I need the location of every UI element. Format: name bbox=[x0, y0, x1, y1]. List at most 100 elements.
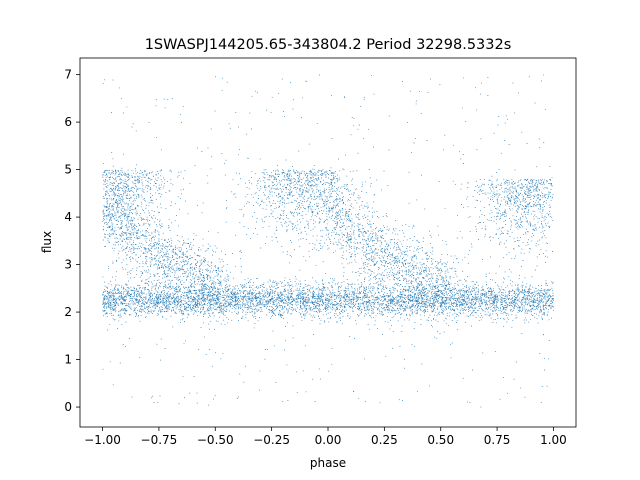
data-point bbox=[472, 308, 474, 309]
data-point bbox=[292, 286, 294, 288]
data-point bbox=[451, 292, 453, 294]
data-point bbox=[242, 317, 244, 319]
data-point bbox=[215, 283, 217, 285]
data-point bbox=[248, 301, 250, 303]
data-point bbox=[531, 297, 533, 299]
data-point bbox=[325, 297, 327, 299]
data-point bbox=[322, 314, 324, 316]
data-point bbox=[362, 298, 364, 300]
data-point bbox=[138, 293, 140, 295]
data-point bbox=[162, 316, 164, 318]
data-point bbox=[504, 296, 506, 298]
data-point bbox=[545, 300, 547, 302]
data-point bbox=[136, 289, 137, 290]
data-point bbox=[380, 299, 382, 301]
data-point bbox=[263, 304, 265, 305]
data-point bbox=[347, 313, 349, 314]
data-point bbox=[322, 292, 324, 294]
data-point bbox=[319, 288, 321, 290]
data-point bbox=[480, 301, 482, 303]
data-point bbox=[147, 289, 149, 291]
data-point bbox=[305, 293, 307, 295]
data-point bbox=[331, 292, 333, 294]
data-point bbox=[201, 304, 203, 306]
data-point bbox=[224, 309, 226, 311]
data-point bbox=[304, 304, 306, 306]
data-point bbox=[346, 290, 348, 292]
data-point bbox=[340, 290, 342, 292]
data-point bbox=[480, 292, 482, 294]
data-point bbox=[477, 290, 479, 292]
data-point bbox=[367, 302, 369, 304]
data-point bbox=[490, 317, 492, 319]
data-point bbox=[257, 297, 259, 299]
data-point bbox=[297, 299, 299, 301]
data-point bbox=[405, 314, 407, 315]
data-point bbox=[538, 289, 540, 291]
data-point bbox=[446, 286, 448, 287]
data-point bbox=[318, 308, 320, 310]
data-point bbox=[102, 303, 104, 305]
data-point bbox=[307, 298, 309, 300]
data-point bbox=[336, 308, 338, 310]
data-point bbox=[277, 298, 279, 299]
data-point bbox=[401, 305, 403, 306]
data-point bbox=[392, 311, 394, 313]
data-point bbox=[541, 309, 543, 311]
data-point bbox=[249, 306, 251, 308]
data-point bbox=[372, 310, 374, 312]
data-point bbox=[452, 306, 454, 307]
data-point bbox=[168, 307, 170, 309]
data-point bbox=[308, 297, 310, 299]
data-point bbox=[510, 291, 512, 293]
data-point bbox=[275, 280, 277, 282]
data-point bbox=[204, 288, 206, 290]
data-point bbox=[423, 310, 425, 312]
data-point bbox=[445, 291, 447, 292]
data-point bbox=[331, 286, 333, 288]
data-point bbox=[382, 301, 384, 303]
data-point bbox=[388, 305, 390, 307]
data-point bbox=[174, 312, 176, 313]
data-point bbox=[326, 298, 328, 300]
data-point bbox=[276, 284, 278, 286]
data-point bbox=[319, 309, 321, 311]
data-point bbox=[414, 305, 416, 306]
data-point bbox=[363, 289, 365, 291]
data-point bbox=[182, 317, 184, 319]
data-point bbox=[367, 307, 368, 309]
data-point bbox=[479, 305, 481, 307]
data-point bbox=[266, 302, 268, 304]
data-point bbox=[382, 300, 384, 302]
data-point bbox=[334, 312, 336, 314]
data-point bbox=[412, 309, 413, 311]
data-point bbox=[451, 308, 453, 310]
data-point bbox=[401, 299, 403, 301]
data-point bbox=[139, 305, 141, 307]
data-point bbox=[335, 313, 337, 315]
data-point bbox=[280, 291, 282, 293]
data-point bbox=[518, 288, 520, 290]
data-point bbox=[338, 317, 340, 319]
data-point bbox=[311, 310, 313, 312]
data-point bbox=[462, 300, 464, 302]
data-point bbox=[462, 310, 464, 311]
data-point bbox=[382, 287, 384, 289]
data-point bbox=[237, 296, 239, 298]
data-point bbox=[505, 303, 507, 305]
data-point bbox=[156, 314, 158, 316]
data-point bbox=[255, 293, 257, 295]
data-point bbox=[380, 284, 382, 286]
data-point bbox=[117, 288, 119, 290]
data-point bbox=[538, 300, 540, 302]
data-point bbox=[189, 305, 191, 307]
data-point bbox=[470, 302, 472, 304]
data-point bbox=[471, 300, 473, 302]
data-point bbox=[413, 306, 415, 308]
data-point bbox=[532, 302, 534, 304]
data-point bbox=[436, 301, 438, 303]
data-point bbox=[520, 303, 522, 305]
data-point bbox=[445, 302, 447, 304]
data-point bbox=[531, 309, 533, 311]
data-point bbox=[469, 299, 470, 301]
